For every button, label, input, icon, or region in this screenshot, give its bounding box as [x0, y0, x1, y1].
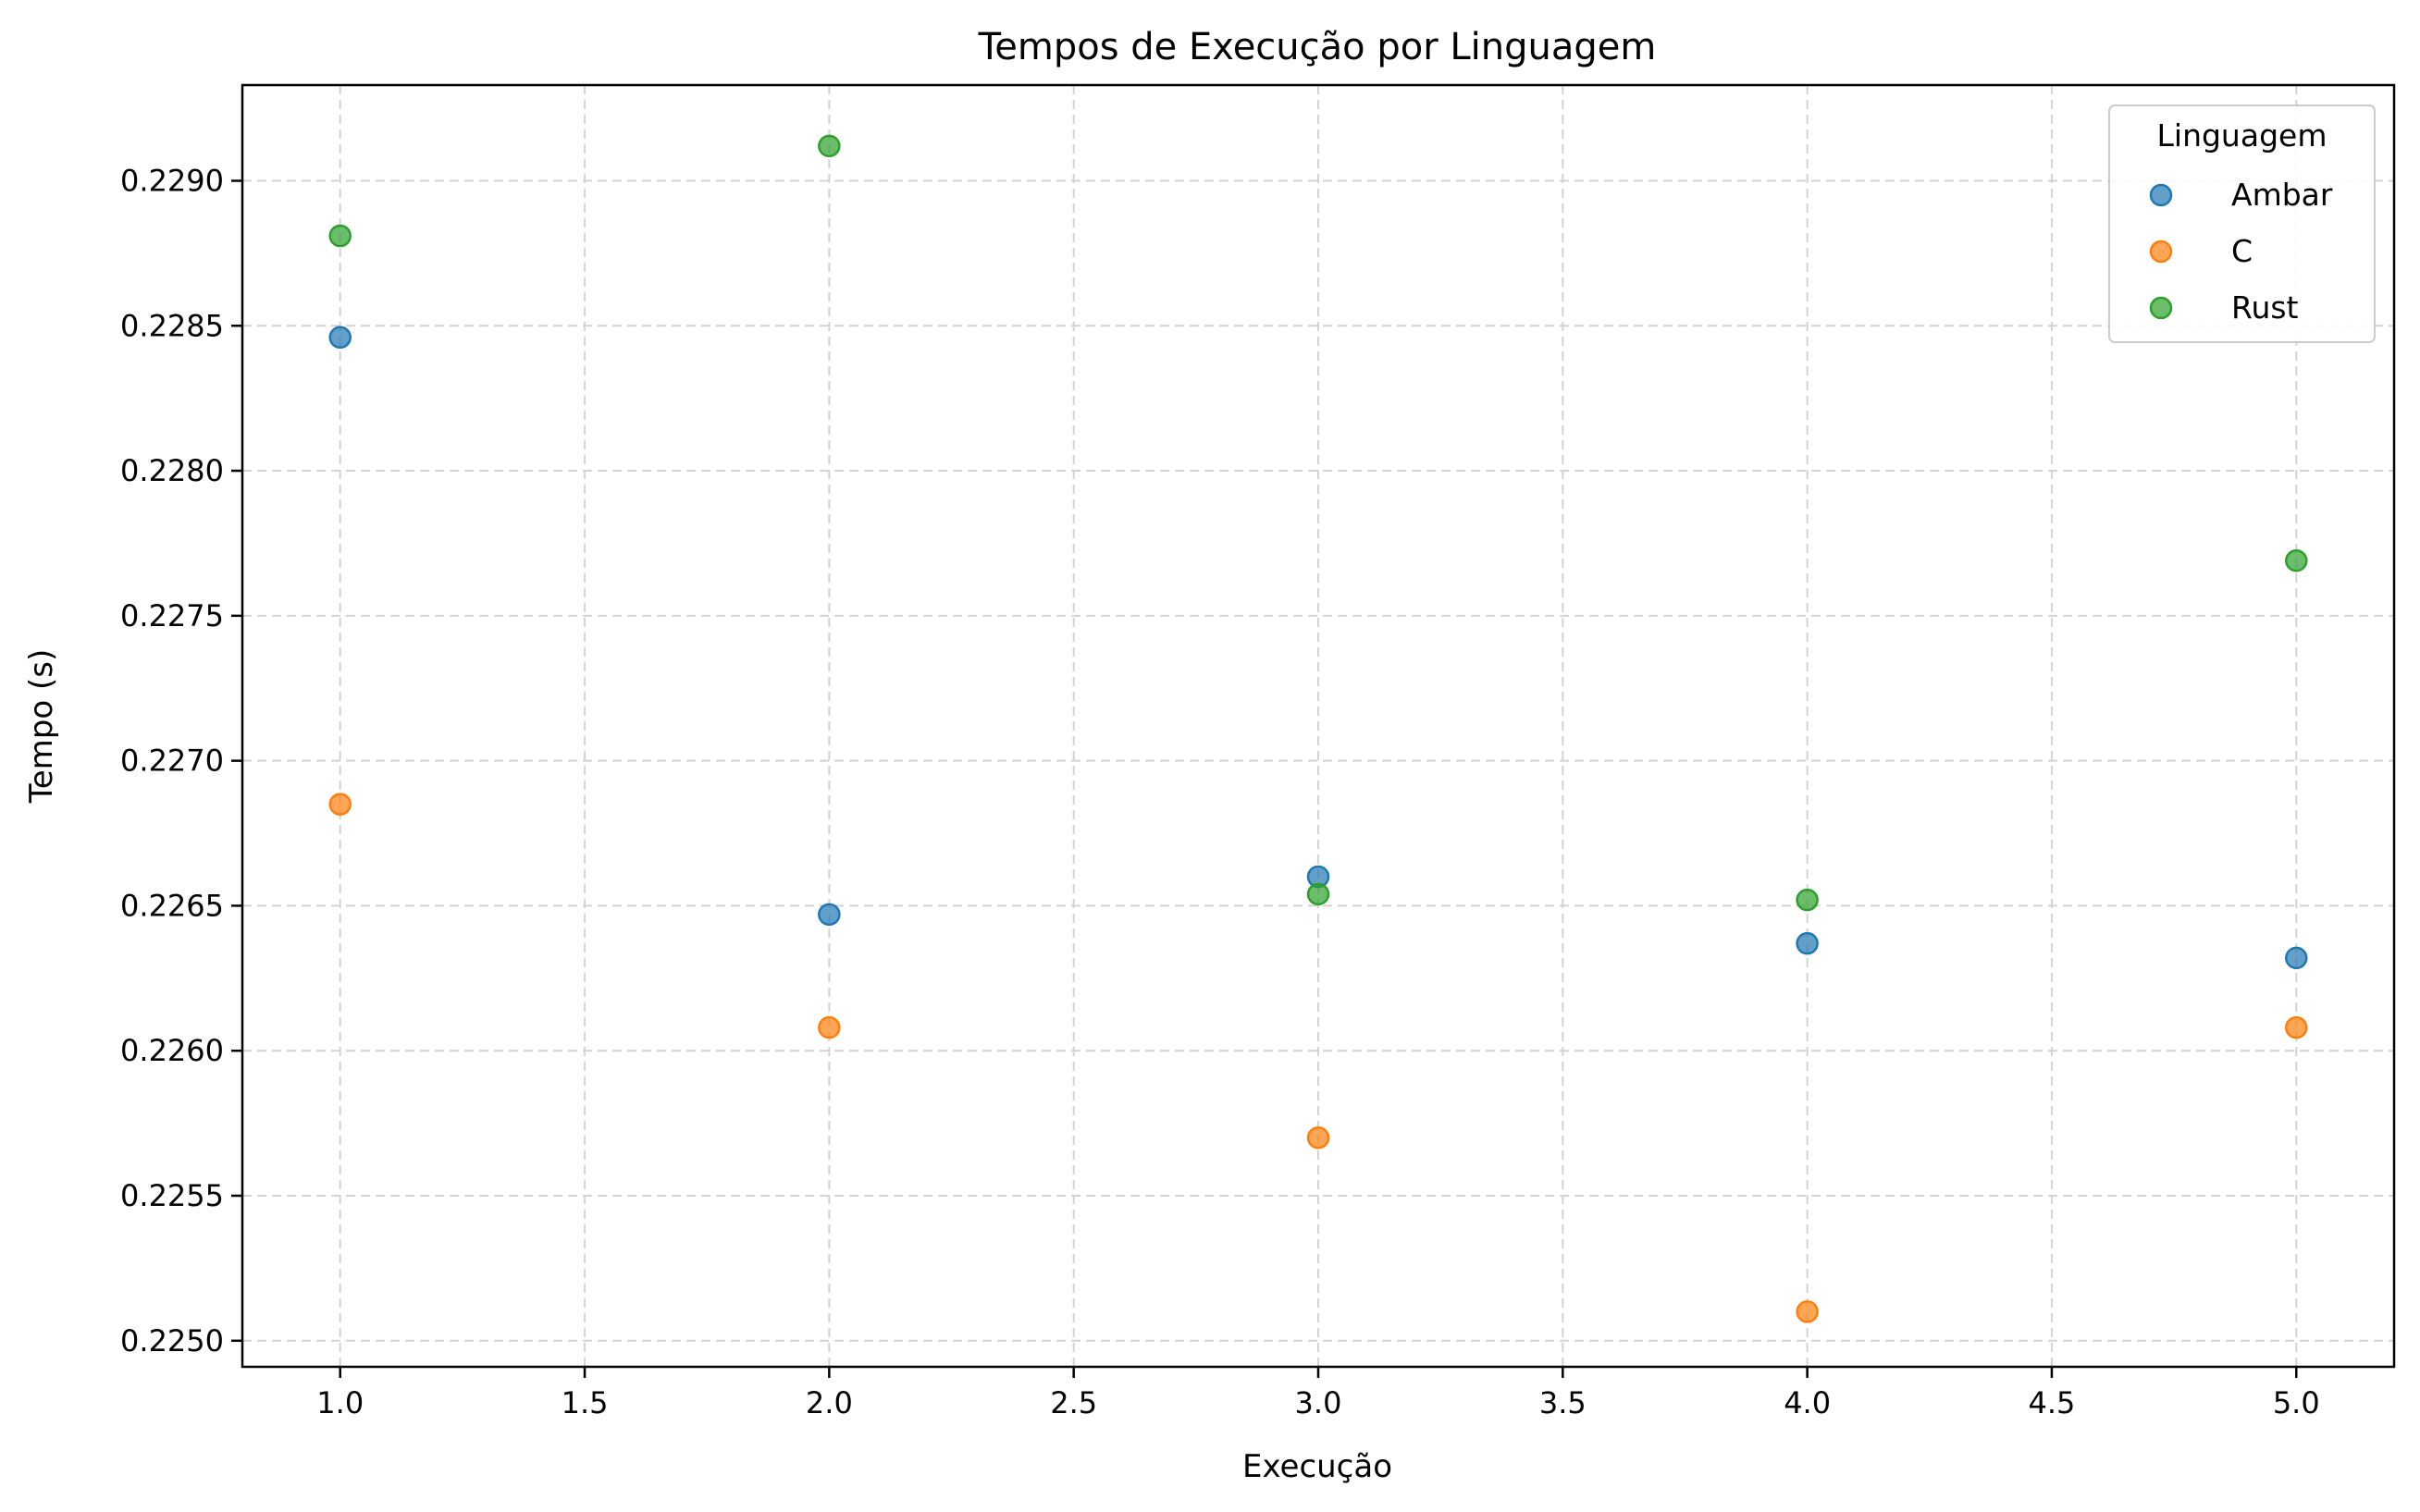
data-point-c: [818, 1015, 841, 1039]
legend-box: [2108, 104, 2376, 343]
y-tick-label: 0.2260: [120, 1033, 224, 1068]
legend-title: Linguagem: [2157, 117, 2327, 154]
data-point-rust: [1796, 888, 1819, 912]
x-tick-label: 4.0: [1784, 1385, 1831, 1420]
y-tick-label: 0.2255: [120, 1178, 224, 1213]
x-tick-label: 1.0: [316, 1385, 364, 1420]
x-tick-label: 1.5: [562, 1385, 609, 1420]
grid-lines: [242, 85, 2394, 1367]
x-tick-label: 3.5: [1539, 1385, 1587, 1420]
legend-label-c: C: [2231, 233, 2253, 269]
data-points: [328, 134, 2308, 1323]
chart-title: Tempos de Execução por Linguagem: [978, 26, 1657, 68]
legend-label-ambar: Ambar: [2231, 177, 2333, 213]
data-point-rust: [818, 134, 841, 158]
y-tick-label: 0.2250: [120, 1323, 224, 1358]
data-point-c: [328, 793, 352, 816]
x-tick-label: 3.0: [1295, 1385, 1342, 1420]
x-tick-label: 4.5: [2029, 1385, 2076, 1420]
data-point-rust: [328, 224, 352, 248]
y-axis-label: Tempo (s): [23, 649, 60, 804]
y-tick-label: 0.2285: [120, 308, 224, 343]
y-tick-label: 0.2275: [120, 598, 224, 633]
y-tick-label: 0.2270: [120, 744, 224, 779]
data-point-ambar: [2285, 946, 2308, 970]
x-axis-label: Execução: [1242, 1448, 1392, 1485]
legend-marker-c: [2149, 240, 2173, 264]
y-tick-label: 0.2265: [120, 888, 224, 923]
legend: Linguagem Ambar C Rust: [2108, 104, 2376, 343]
x-tick-label: 2.0: [806, 1385, 853, 1420]
series-ambar: [328, 326, 2308, 970]
legend-items: Ambar C Rust: [2149, 177, 2333, 326]
x-tick-label: 2.5: [1050, 1385, 1097, 1420]
legend-marker-rust: [2149, 296, 2173, 320]
y-axis-ticks: 0.2250 0.2255 0.2260 0.2265 0.2270 0.2275 0.22…: [120, 163, 242, 1358]
data-point-c: [1306, 1126, 1330, 1149]
data-point-ambar: [1796, 931, 1819, 955]
series-c: [328, 793, 2308, 1323]
data-point-c: [1796, 1300, 1819, 1323]
y-tick-label: 0.2290: [120, 163, 224, 198]
data-point-rust: [1306, 882, 1330, 906]
data-point-rust: [2285, 549, 2308, 572]
data-point-ambar: [328, 326, 352, 350]
x-tick-label: 5.0: [2273, 1385, 2320, 1420]
legend-marker-ambar: [2149, 183, 2173, 207]
x-axis-ticks: 1.0 1.5 2.0 2.5 3.0 3.5 4.0 4.5 5.0: [316, 1367, 2320, 1420]
data-point-c: [2285, 1015, 2308, 1039]
legend-label-rust: Rust: [2231, 289, 2299, 326]
series-rust: [328, 134, 2308, 912]
data-point-ambar: [818, 903, 841, 927]
y-tick-label: 0.2280: [120, 453, 224, 488]
